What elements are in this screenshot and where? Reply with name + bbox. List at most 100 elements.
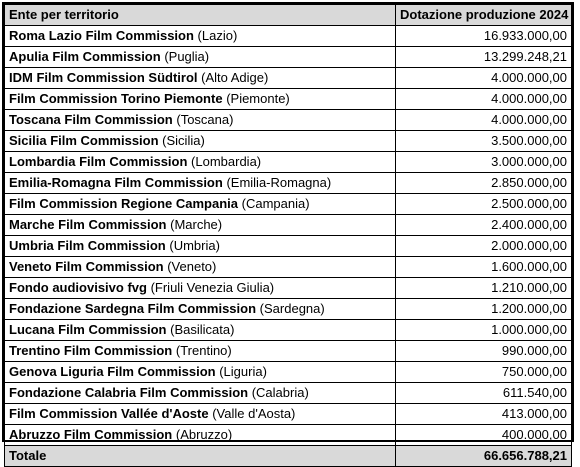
region-name: (Sicilia) [162,133,205,148]
budget-cell: 4.000.000,00 [395,109,572,131]
org-name: Toscana Film Commission [9,112,173,127]
entity-cell: Emilia-Romagna Film Commission (Emilia-R… [4,172,396,194]
org-name: Abruzzo Film Commission [9,427,173,442]
table-row: Film Commission Torino Piemonte (Piemont… [4,88,572,110]
region-name: (Friuli Venezia Giulia) [150,280,275,295]
budget-cell: 1.200.000,00 [395,298,572,320]
region-name: (Abruzzo) [175,427,233,442]
budget-cell: 750.000,00 [395,361,572,383]
region-name: (Puglia) [164,49,210,64]
org-name: Veneto Film Commission [9,259,164,274]
table-row: IDM Film Commission Südtirol (Alto Adige… [4,67,572,89]
org-name: Film Commission Torino Piemonte [9,91,223,106]
entity-cell: Veneto Film Commission (Veneto) [4,256,396,278]
table-row: Film Commission Vallée d'Aoste (Valle d'… [4,403,572,425]
entity-cell: Film Commission Regione Campania (Campan… [4,193,396,215]
org-name: Fondazione Sardegna Film Commission [9,301,257,316]
budget-cell: 2.850.000,00 [395,172,572,194]
budget-cell: 3.500.000,00 [395,130,572,152]
entity-cell: Lucana Film Commission (Basilicata) [4,319,396,341]
budget-cell: 4.000.000,00 [395,67,572,89]
budget-cell: 400.000,00 [395,424,572,446]
region-name: (Calabria) [251,385,309,400]
region-name: (Valle d'Aosta) [212,406,296,421]
region-name: (Umbria) [169,238,220,253]
total-row: Totale 66.656.788,21 [4,445,572,467]
budget-cell: 611.540,00 [395,382,572,404]
org-name: Lombardia Film Commission [9,154,188,169]
org-name: Sicilia Film Commission [9,133,159,148]
entity-cell: Roma Lazio Film Commission (Lazio) [4,25,396,47]
header-budget: Dotazione produzione 2024 [395,4,572,26]
table-row: Lombardia Film Commission (Lombardia) 3.… [4,151,572,173]
budget-cell: 1.210.000,00 [395,277,572,299]
table-row: Film Commission Regione Campania (Campan… [4,193,572,215]
table-row: Lucana Film Commission (Basilicata) 1.00… [4,319,572,341]
budget-cell: 4.000.000,00 [395,88,572,110]
table-row: Roma Lazio Film Commission (Lazio) 16.93… [4,25,572,47]
total-value: 66.656.788,21 [395,445,572,467]
budget-cell: 413.000,00 [395,403,572,425]
entity-cell: Trentino Film Commission (Trentino) [4,340,396,362]
table-row: Veneto Film Commission (Veneto) 1.600.00… [4,256,572,278]
budget-cell: 1.000.000,00 [395,319,572,341]
org-name: Marche Film Commission [9,217,167,232]
table-row: Genova Liguria Film Commission (Liguria)… [4,361,572,383]
table-header-row: Ente per territorio Dotazione produzione… [4,4,572,26]
region-name: (Basilicata) [170,322,235,337]
org-name: Trentino Film Commission [9,343,173,358]
org-name: Film Commission Regione Campania [9,196,238,211]
org-name: Fondo audiovisivo fvg [9,280,147,295]
entity-cell: Marche Film Commission (Marche) [4,214,396,236]
budget-cell: 990.000,00 [395,340,572,362]
org-name: Genova Liguria Film Commission [9,364,216,379]
entity-cell: Film Commission Vallée d'Aoste (Valle d'… [4,403,396,425]
total-label: Totale [4,445,396,467]
region-name: (Marche) [170,217,223,232]
budget-cell: 3.000.000,00 [395,151,572,173]
table-row: Marche Film Commission (Marche) 2.400.00… [4,214,572,236]
entity-cell: Fondazione Calabria Film Commission (Cal… [4,382,396,404]
table-row: Apulia Film Commission (Puglia) 13.299.2… [4,46,572,68]
entity-cell: IDM Film Commission Südtirol (Alto Adige… [4,67,396,89]
region-name: (Emilia-Romagna) [226,175,332,190]
table-row: Fondazione Sardegna Film Commission (Sar… [4,298,572,320]
entity-cell: Fondazione Sardegna Film Commission (Sar… [4,298,396,320]
org-name: Fondazione Calabria Film Commission [9,385,249,400]
org-name: Film Commission Vallée d'Aoste [9,406,209,421]
entity-cell: Umbria Film Commission (Umbria) [4,235,396,257]
table-row: Fondo audiovisivo fvg (Friuli Venezia Gi… [4,277,572,299]
org-name: Umbria Film Commission [9,238,166,253]
budget-cell: 1.600.000,00 [395,256,572,278]
table-row: Emilia-Romagna Film Commission (Emilia-R… [4,172,572,194]
entity-cell: Abruzzo Film Commission (Abruzzo) [4,424,396,446]
org-name: Emilia-Romagna Film Commission [9,175,223,190]
region-name: (Trentino) [175,343,232,358]
budget-cell: 16.933.000,00 [395,25,572,47]
org-name: Apulia Film Commission [9,49,161,64]
region-name: (Lombardia) [191,154,262,169]
entity-cell: Genova Liguria Film Commission (Liguria) [4,361,396,383]
table-row: Toscana Film Commission (Toscana) 4.000.… [4,109,572,131]
entity-cell: Lombardia Film Commission (Lombardia) [4,151,396,173]
region-name: (Sardegna) [259,301,325,316]
budget-cell: 13.299.248,21 [395,46,572,68]
header-entity: Ente per territorio [4,4,396,26]
budget-cell: 2.400.000,00 [395,214,572,236]
entity-cell: Toscana Film Commission (Toscana) [4,109,396,131]
org-name: Roma Lazio Film Commission [9,28,194,43]
region-name: (Liguria) [219,364,267,379]
region-name: (Campania) [241,196,310,211]
region-name: (Veneto) [167,259,217,274]
table-row: Fondazione Calabria Film Commission (Cal… [4,382,572,404]
funding-table: Ente per territorio Dotazione produzione… [4,4,572,467]
entity-cell: Sicilia Film Commission (Sicilia) [4,130,396,152]
region-name: (Alto Adige) [201,70,269,85]
org-name: Lucana Film Commission [9,322,167,337]
region-name: (Lazio) [197,28,238,43]
org-name: IDM Film Commission Südtirol [9,70,198,85]
entity-cell: Film Commission Torino Piemonte (Piemont… [4,88,396,110]
budget-cell: 2.000.000,00 [395,235,572,257]
budget-cell: 2.500.000,00 [395,193,572,215]
